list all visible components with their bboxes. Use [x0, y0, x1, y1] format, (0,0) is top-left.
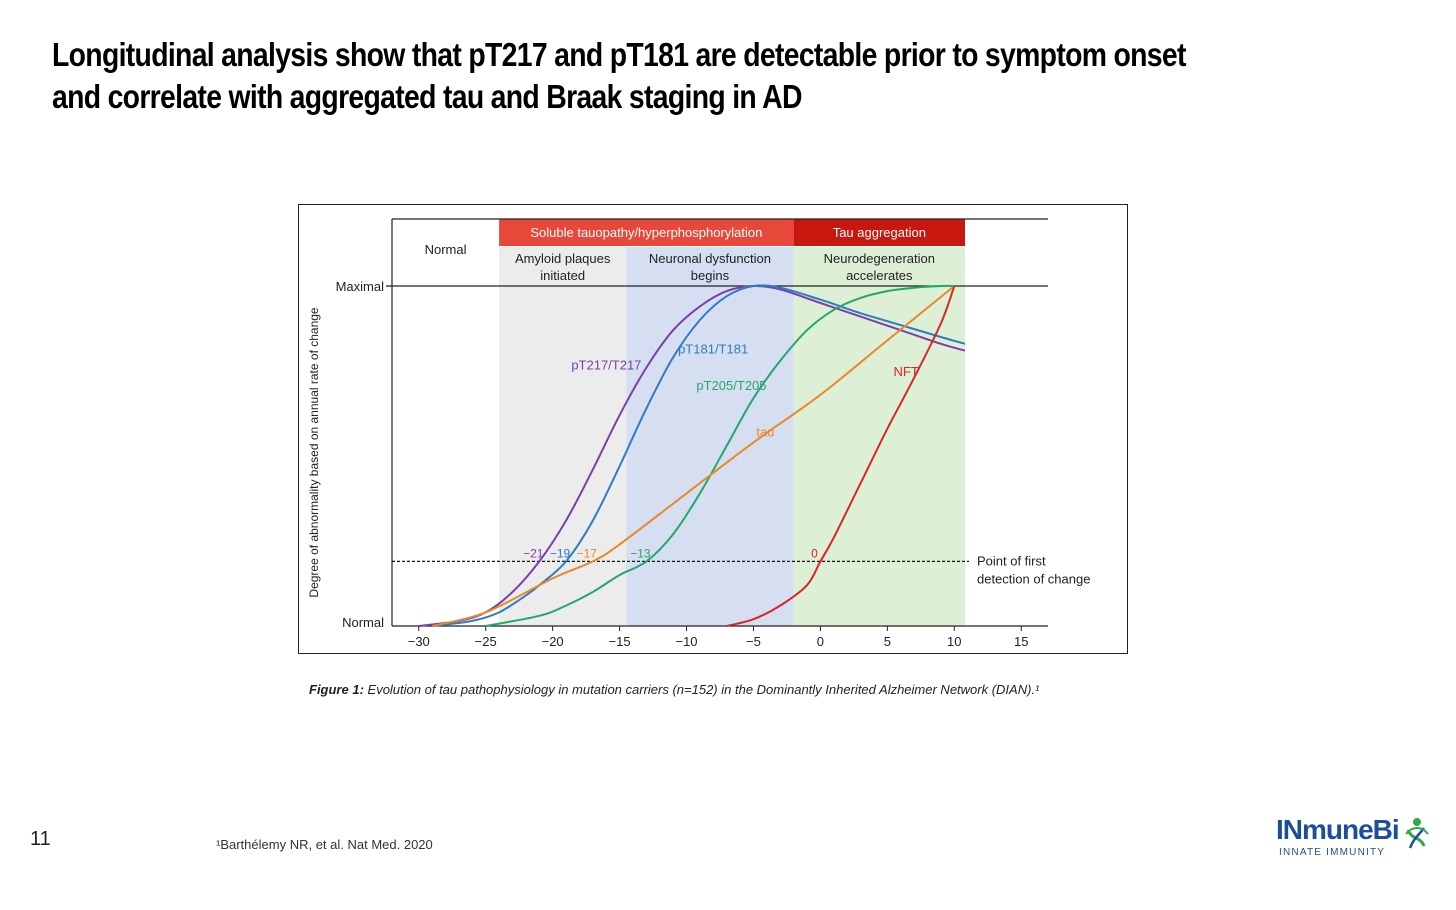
curve-label-0: pT217/T217 [571, 358, 641, 373]
y-label-maximal: Maximal [336, 279, 385, 294]
onset-marker-3: −13 [630, 546, 651, 560]
figure-caption: Figure 1: Evolution of tau pathophysiolo… [309, 680, 1089, 699]
phase-band-1 [499, 247, 627, 626]
footnote: ¹Barthélemy NR, et al. Nat Med. 2020 [216, 837, 433, 852]
x-tick-label-9: 15 [1014, 634, 1028, 649]
x-tick-label-7: 5 [884, 634, 891, 649]
curve-label-4: NFT [893, 364, 918, 379]
phase-desc-1-1: initiated [540, 268, 585, 283]
series-line-pt181-t181 [432, 284, 966, 627]
phase-desc-3-1: accelerates [846, 268, 913, 283]
y-axis-title: Degree of abnormality based on annual ra… [307, 307, 321, 598]
header-band-label-0: Soluble tauopathy/hyperphosphorylation [530, 225, 762, 240]
onset-marker-2: −17 [577, 546, 598, 560]
inmunebio-logo: INmuneBi INNATE IMMUNITY [1276, 814, 1436, 866]
x-tick-label-3: −15 [609, 634, 631, 649]
detection-label-1: detection of change [977, 571, 1090, 586]
logo-figure-icon [1405, 818, 1429, 849]
logo-wordmark: INmuneBi [1276, 814, 1400, 845]
x-tick-label-8: 10 [947, 634, 961, 649]
onset-marker-1: −19 [550, 546, 571, 560]
x-tick-label-0: −30 [408, 634, 430, 649]
logo-tagline: INNATE IMMUNITY [1279, 847, 1386, 858]
onset-marker-0: −21 [523, 546, 544, 560]
x-tick-label-4: −10 [675, 634, 697, 649]
header-band-0 [499, 219, 794, 246]
x-tick-label-6: 0 [817, 634, 824, 649]
series-line-pt217-t217 [418, 284, 966, 627]
onset-marker-4: 0 [811, 546, 818, 560]
series-line-pt205-t205 [485, 284, 955, 627]
y-label-normal: Normal [342, 615, 384, 630]
phase-desc-2-0: Neuronal dysfunction [649, 251, 771, 266]
tau-evolution-chart: Soluble tauopathy/hyperphosphorylation Ta… [307, 218, 1090, 649]
curve-label-3: tau [756, 424, 774, 439]
curve-label-1: pT181/T181 [678, 341, 748, 356]
header-band-1 [793, 219, 965, 246]
x-tick-label-2: −20 [542, 634, 564, 649]
phase-name-0: Normal [425, 242, 467, 257]
phase-desc-1-0: Amyloid plaques [515, 251, 611, 266]
caption-text: Evolution of tau pathophysiology in muta… [363, 682, 1040, 697]
detection-label-0: Point of first [977, 553, 1046, 568]
header-band-label-1: Tau aggregation [833, 225, 926, 240]
x-tick-label-1: −25 [475, 634, 497, 649]
slide-title: Longitudinal analysis show that pT217 an… [52, 36, 1186, 115]
x-tick-label-5: −5 [746, 634, 761, 649]
series-line-tau [431, 285, 955, 627]
slide-number: 11 [30, 828, 51, 850]
series-line-nft [726, 285, 956, 627]
phase-desc-3-0: Neurodegeneration [824, 251, 935, 266]
phase-band-3 [793, 247, 965, 626]
phase-desc-2-1: begins [691, 268, 730, 283]
curve-label-2: pT205/T205 [696, 378, 766, 393]
figure-frame [298, 204, 1128, 654]
caption-label: Figure 1: [309, 682, 364, 697]
